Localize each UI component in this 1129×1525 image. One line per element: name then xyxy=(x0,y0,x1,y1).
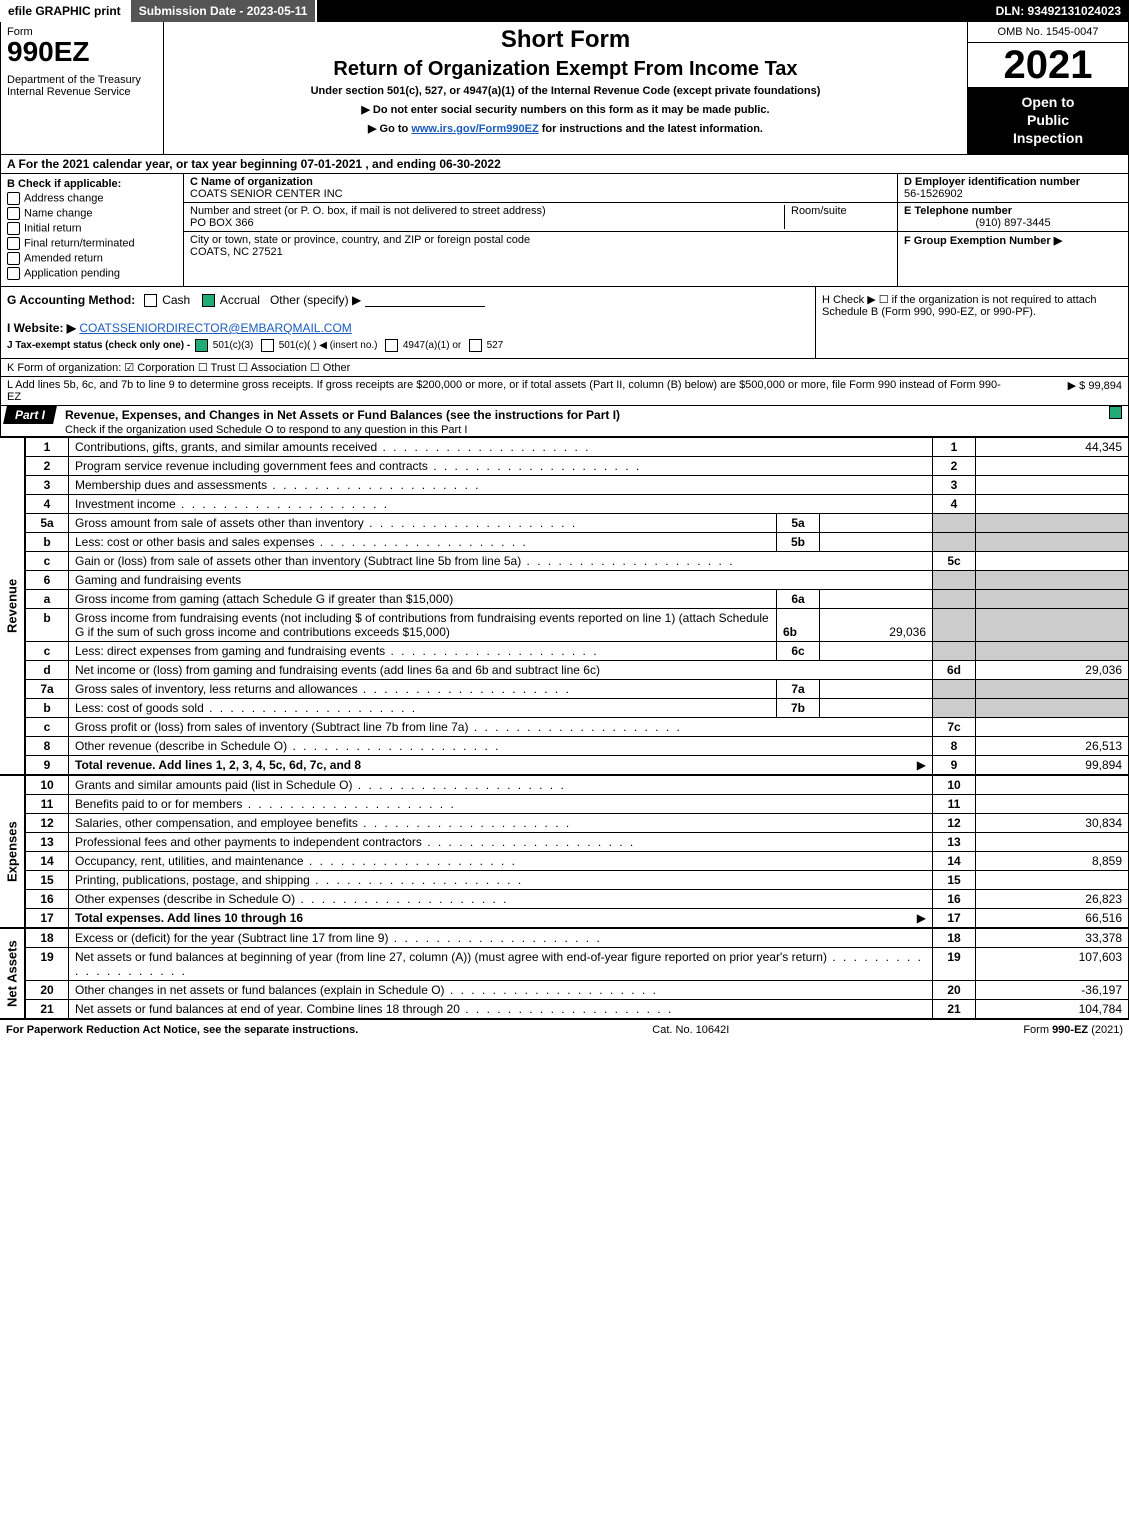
line16-value: 26,823 xyxy=(976,889,1129,908)
e-label: E Telephone number xyxy=(904,205,1012,217)
netassets-vlabel: Net Assets xyxy=(0,928,25,1019)
dln-label: DLN: 93492131024023 xyxy=(996,4,1129,18)
line14-value: 8,859 xyxy=(976,851,1129,870)
row-a-tax-year: A For the 2021 calendar year, or tax yea… xyxy=(0,155,1129,174)
room-suite-label: Room/suite xyxy=(784,205,891,229)
website-link[interactable]: COATSSENIORDIRECTOR@EMBARQMAIL.COM xyxy=(79,321,351,335)
efile-label: efile GRAPHIC print xyxy=(0,0,131,22)
ein-value: 56-1526902 xyxy=(904,188,963,200)
section-gh: G Accounting Method: Cash Accrual Other … xyxy=(0,287,1129,359)
dept-label: Department of the Treasury xyxy=(7,74,157,86)
line1-value: 44,345 xyxy=(976,437,1129,456)
line18-value: 33,378 xyxy=(976,928,1129,947)
expenses-vlabel: Expenses xyxy=(0,775,25,928)
submission-date: Submission Date - 2023-05-11 xyxy=(131,0,318,22)
omb-number: OMB No. 1545-0047 xyxy=(968,22,1128,43)
note-ssn: ▶ Do not enter social security numbers o… xyxy=(170,103,961,116)
footer-catno: Cat. No. 10642I xyxy=(652,1024,729,1036)
d-label: D Employer identification number xyxy=(904,176,1080,188)
city-label: City or town, state or province, country… xyxy=(190,234,530,246)
note-goto: ▶ Go to www.irs.gov/Form990EZ for instru… xyxy=(170,122,961,135)
section-bcdef: B Check if applicable: Address change Na… xyxy=(0,174,1129,287)
line19-value: 107,603 xyxy=(976,947,1129,980)
expenses-section: Expenses 10Grants and similar amounts pa… xyxy=(0,775,1129,928)
footer-formref: Form 990-EZ (2021) xyxy=(1023,1024,1123,1036)
line8-value: 26,513 xyxy=(976,736,1129,755)
tax-year: 2021 xyxy=(968,43,1128,87)
street-value: PO BOX 366 xyxy=(190,217,254,229)
line12-value: 30,834 xyxy=(976,813,1129,832)
org-name: COATS SENIOR CENTER INC xyxy=(190,188,343,200)
line9-total-revenue: 99,894 xyxy=(976,755,1129,774)
check-application-pending[interactable]: Application pending xyxy=(7,267,177,280)
line6b-value: 29,036 xyxy=(819,609,932,641)
irs-link[interactable]: www.irs.gov/Form990EZ xyxy=(411,123,538,135)
short-form-title: Short Form xyxy=(170,26,961,54)
501c3-checkbox[interactable] xyxy=(195,339,208,352)
main-title: Return of Organization Exempt From Incom… xyxy=(170,58,961,81)
check-initial-return[interactable]: Initial return xyxy=(7,222,177,235)
form-number: 990EZ xyxy=(7,38,157,66)
accrual-checkbox[interactable] xyxy=(202,294,215,307)
phone-value: (910) 897-3445 xyxy=(904,217,1122,229)
check-name-change[interactable]: Name change xyxy=(7,207,177,220)
line17-total-expenses: 66,516 xyxy=(976,908,1129,927)
revenue-vlabel: Revenue xyxy=(0,437,25,775)
open-public-box: Open to Public Inspection xyxy=(968,87,1128,154)
b-label: B Check if applicable: xyxy=(7,178,177,190)
footer-left: For Paperwork Reduction Act Notice, see … xyxy=(6,1024,358,1036)
row-k-org-form: K Form of organization: ☑ Corporation ☐ … xyxy=(0,359,1129,377)
topbar: efile GRAPHIC print Submission Date - 20… xyxy=(0,0,1129,22)
form-header: Form 990EZ Department of the Treasury In… xyxy=(0,22,1129,155)
i-website: I Website: ▶ COATSSENIORDIRECTOR@EMBARQM… xyxy=(7,321,809,335)
line6d-value: 29,036 xyxy=(976,660,1129,679)
street-label: Number and street (or P. O. box, if mail… xyxy=(190,205,546,217)
j-tax-exempt: J Tax-exempt status (check only one) - 5… xyxy=(7,339,809,352)
c-label: C Name of organization xyxy=(190,176,313,188)
revenue-section: Revenue 1Contributions, gifts, grants, a… xyxy=(0,437,1129,775)
line20-value: -36,197 xyxy=(976,980,1129,999)
row-l-gross-receipts: L Add lines 5b, 6c, and 7b to line 9 to … xyxy=(0,377,1129,406)
gross-receipts-value: ▶ $ 99,894 xyxy=(1002,379,1122,403)
city-value: COATS, NC 27521 xyxy=(190,246,283,258)
check-address-change[interactable]: Address change xyxy=(7,192,177,205)
line21-value: 104,784 xyxy=(976,999,1129,1018)
subtitle: Under section 501(c), 527, or 4947(a)(1)… xyxy=(170,85,961,97)
schedule-o-checkbox[interactable] xyxy=(1109,406,1122,419)
h-schedule-b: H Check ▶ ☐ if the organization is not r… xyxy=(815,287,1128,358)
net-assets-section: Net Assets 18Excess or (deficit) for the… xyxy=(0,928,1129,1019)
g-accounting-method: G Accounting Method: Cash Accrual Other … xyxy=(7,293,809,307)
page-footer: For Paperwork Reduction Act Notice, see … xyxy=(0,1019,1129,1040)
f-label: F Group Exemption Number ▶ xyxy=(904,235,1062,247)
part1-header: Part I Revenue, Expenses, and Changes in… xyxy=(0,406,1129,437)
irs-label: Internal Revenue Service xyxy=(7,86,157,98)
check-amended-return[interactable]: Amended return xyxy=(7,252,177,265)
check-final-return[interactable]: Final return/terminated xyxy=(7,237,177,250)
